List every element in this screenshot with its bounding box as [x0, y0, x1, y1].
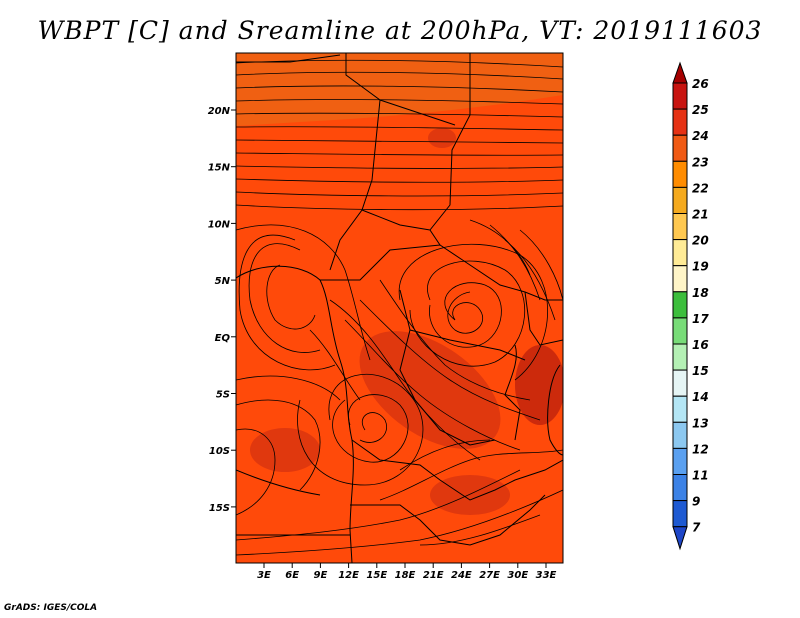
map-panel	[236, 53, 563, 563]
colorbar-swatch	[672, 265, 688, 293]
lon-tick-label: 21E	[423, 570, 444, 581]
country-borders	[236, 53, 563, 563]
lat-tick-label: 15N	[208, 163, 231, 174]
colorbar-label: 13	[692, 416, 709, 430]
colorbar-swatch	[672, 239, 688, 267]
chart-title: WBPT [C] and Sreamline at 200hPa, VT: 20…	[37, 16, 763, 45]
colorbar-swatch	[672, 500, 688, 528]
colorbar-label: 11	[692, 469, 709, 483]
cyclone-southwest	[236, 373, 424, 516]
lat-tick-label: 10S	[209, 446, 230, 457]
colorbar-swatch	[672, 317, 688, 345]
colorbar-label: 14	[692, 390, 709, 404]
lon-tick-label: 33E	[536, 570, 557, 581]
colorbar-swatch	[672, 291, 688, 319]
lat-tick-label: 20N	[208, 106, 231, 117]
lat-tick-label: 5N	[215, 276, 231, 287]
lon-tick-label: 27E	[479, 570, 500, 581]
map-frame	[235, 52, 564, 564]
colorbar-label: 24	[692, 129, 709, 143]
lon-tick-label: 3E	[257, 570, 271, 581]
colorbar-swatch	[672, 421, 688, 449]
streamlines-central	[309, 279, 541, 461]
temperature-field	[236, 53, 563, 563]
colorbar-label: 17	[692, 312, 709, 326]
lon-tick-label: 30E	[507, 570, 528, 581]
hot-patch-east	[515, 345, 563, 425]
lat-tick-label: EQ	[215, 333, 231, 344]
lat-tick-label: 5S	[216, 390, 230, 401]
colorbar-swatch	[672, 474, 688, 502]
lon-tick-label: 12E	[338, 570, 359, 581]
colorbar-label: 19	[692, 260, 709, 274]
colorbar-label: 15	[692, 364, 709, 378]
colorbar-label: 23	[692, 155, 709, 169]
lat-tick-label: 15S	[209, 503, 230, 514]
lat-tick-label: 10N	[208, 219, 231, 230]
streamlines-south	[236, 439, 563, 556]
lon-tick-label: 18E	[395, 570, 416, 581]
colorbar-label: 20	[692, 234, 709, 248]
zonal-streamlines-north	[236, 59, 563, 211]
colorbar-label: 26	[692, 77, 709, 91]
hot-patch-north	[428, 128, 456, 148]
longitude-axis: 3E 6E 9E 12E 15E 18E 21E 24E 27E 30E 33E	[257, 563, 557, 581]
lon-tick-label: 6E	[285, 570, 299, 581]
hot-patch-congo	[359, 331, 501, 449]
colorbar-swatch	[672, 343, 688, 371]
colorbar-swatch	[672, 369, 688, 397]
colorbar-swatch	[672, 186, 688, 214]
colorbar-label: 9	[692, 495, 700, 509]
colorbar-swatch	[672, 82, 688, 110]
lon-tick-label: 24E	[451, 570, 472, 581]
streamlines-east	[469, 219, 563, 321]
hot-patch-southwest	[250, 428, 320, 472]
lon-tick-label: 9E	[314, 570, 328, 581]
colorbar-swatch	[672, 134, 688, 162]
colorbar-label: 25	[692, 103, 709, 117]
colorbar-label: 18	[692, 286, 709, 300]
colorbar-swatch	[672, 160, 688, 188]
warm-band-north	[236, 53, 563, 126]
colorbar-bottom-arrow	[672, 526, 688, 551]
colorbar-label: 12	[692, 442, 709, 456]
anticyclone-west	[236, 224, 371, 371]
lon-tick-label: 15E	[366, 570, 387, 581]
credit-text: GrADS: IGES/COLA	[4, 603, 98, 613]
colorbar-label: 7	[692, 521, 701, 535]
colorbar-swatch	[672, 447, 688, 475]
colorbar-label: 22	[692, 181, 709, 195]
colorbar-swatch	[672, 108, 688, 136]
colorbar-swatch	[672, 395, 688, 423]
colorbar-swatch	[672, 213, 688, 241]
colorbar: 26 25 24 23 22 21 20 19 18 17 16 15 14 13 12 11 9 7	[672, 61, 709, 551]
latitude-axis: 20N 15N 10N 5N EQ 5S 10S 15S	[208, 106, 236, 514]
colorbar-top-arrow	[672, 61, 688, 84]
colorbar-label: 16	[692, 338, 709, 352]
streamlines	[236, 59, 563, 556]
colorbar-label: 21	[692, 208, 709, 222]
